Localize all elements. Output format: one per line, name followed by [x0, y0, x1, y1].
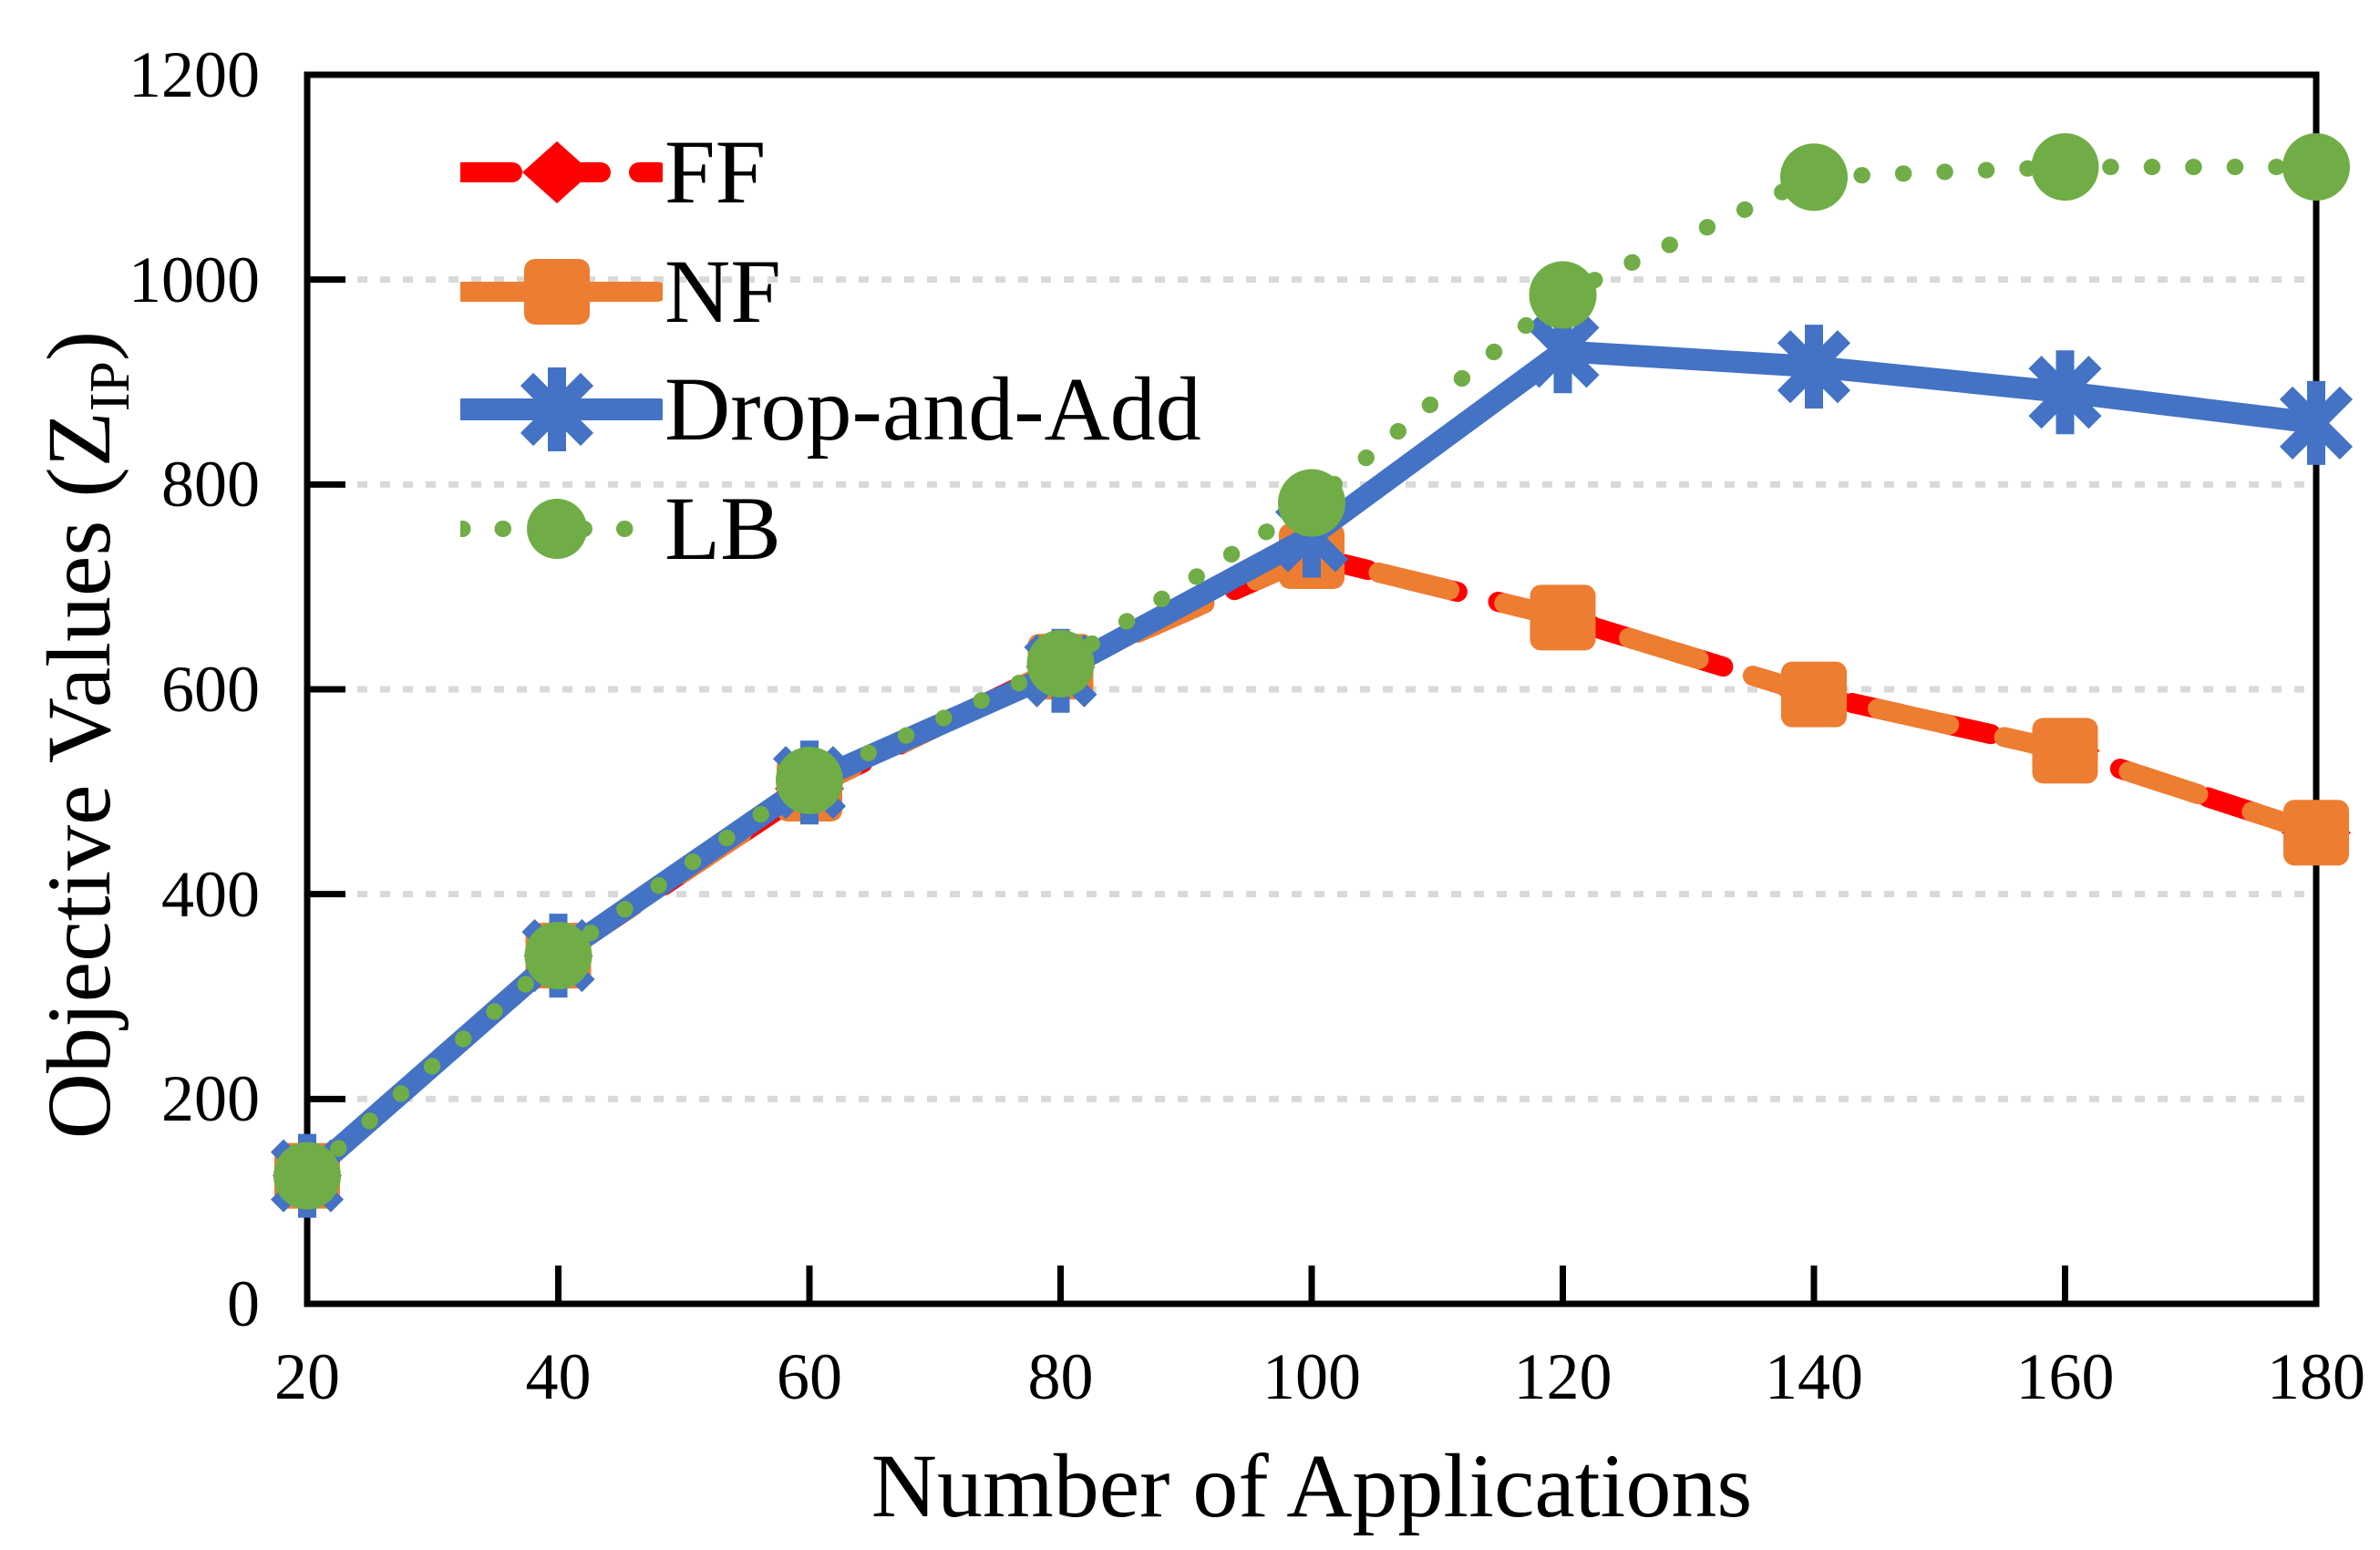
legend-item-ff: FF: [460, 112, 766, 232]
nf-marker: [1530, 584, 1596, 651]
legend-label-lb: LB: [665, 478, 781, 579]
drop-and-add-marker-spoke: [2279, 386, 2354, 460]
lb-marker: [1026, 629, 1095, 698]
legend-sample-marker: [527, 499, 587, 559]
ff-swatch-svg: [460, 141, 663, 203]
lb-marker: [1780, 143, 1848, 212]
lb-swatch-svg: [460, 499, 663, 559]
drop-and-add-marker-spoke: [2028, 356, 2102, 429]
x-tick-label-20: 20: [274, 1340, 340, 1413]
legend-label-ff: FF: [665, 121, 767, 222]
y-axis-title-subscript: IP: [79, 361, 141, 412]
y-tick-label-800: 800: [161, 448, 260, 522]
ff-line-marker-sample: [460, 112, 663, 232]
x-tick-label-120: 120: [1513, 1340, 1612, 1413]
drop-and-add-swatch-svg: [460, 367, 663, 451]
y-tick-label-1200: 1200: [129, 38, 260, 111]
nf-line: [297, 545, 2326, 1186]
lb-marker: [524, 922, 592, 990]
legend-label-nf: NF: [665, 241, 781, 342]
nf-swatch-svg: [460, 259, 663, 325]
y-axis-title-main: Objective Values (Z: [28, 411, 129, 1140]
x-tick-label-60: 60: [777, 1340, 842, 1413]
drop-and-add-marker-spoke: [1777, 330, 1851, 404]
lb-line: [299, 159, 2324, 1184]
y-tick-label-600: 600: [161, 653, 260, 726]
y-tick-label-0: 0: [227, 1267, 260, 1340]
drop-and-add-marker: [2279, 380, 2354, 465]
nf-marker: [2032, 718, 2098, 784]
x-tick-label-80: 80: [1027, 1340, 1094, 1413]
x-tick-label-160: 160: [2015, 1340, 2115, 1413]
nf-marker: [1781, 661, 1847, 728]
y-tick-label-200: 200: [161, 1062, 260, 1136]
lb-marker: [273, 1142, 341, 1210]
drop-and-add-marker-spoke: [1526, 315, 1600, 388]
legend-sample-marker: [524, 259, 590, 325]
nf-marker: [2283, 800, 2349, 866]
drop-and-add-line-marker-sample: [460, 349, 663, 470]
lb-marker: [1529, 261, 1597, 329]
legend-item-nf: NF: [460, 232, 781, 352]
lb-marker: [776, 746, 843, 814]
series-lb: [273, 133, 2350, 1210]
lb-marker: [2031, 133, 2099, 202]
nf-line-marker-sample: [460, 232, 663, 352]
x-tick-label-140: 140: [1765, 1340, 1863, 1413]
x-tick-label-100: 100: [1262, 1340, 1361, 1413]
lb-marker: [1278, 469, 1345, 537]
legend-label-drop-and-add: Drop-and-Add: [665, 358, 1201, 460]
legend-sample-marker: [522, 141, 592, 203]
legend-item-lb: LB: [460, 469, 781, 589]
x-tick-label-180: 180: [2267, 1340, 2365, 1413]
series-ff: [273, 524, 2351, 1207]
ff-line: [297, 545, 2326, 1186]
series-nf: [274, 522, 2349, 1209]
axis-ticks: [307, 276, 2068, 1304]
y-axis-title-close: ): [28, 330, 129, 362]
drop-and-add-marker: [2028, 350, 2102, 435]
x-tick-label-40: 40: [525, 1340, 592, 1413]
y-tick-label-400: 400: [161, 857, 260, 931]
y-tick-label-1000: 1000: [129, 243, 260, 316]
legend-sample-marker: [520, 367, 594, 451]
lb-line-marker-sample: [460, 469, 663, 589]
legend-sample-marker-spoke: [520, 372, 594, 447]
lb-marker: [2282, 133, 2350, 202]
legend-item-drop-and-add: Drop-and-Add: [460, 349, 1201, 470]
drop-and-add-marker: [1777, 325, 1851, 409]
gridlines: [312, 276, 2313, 1102]
y-axis-title: Objective Values (ZIP): [28, 97, 141, 1373]
x-axis-title: Number of Applications: [871, 1435, 1753, 1536]
